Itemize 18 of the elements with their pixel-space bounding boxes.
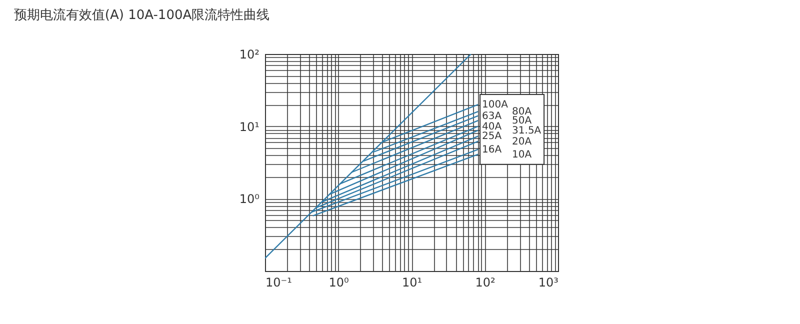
y-tick-label: 10⁰ — [239, 192, 260, 206]
text: 20A — [512, 136, 532, 148]
y-tick-label: 10² — [239, 48, 260, 62]
text: 预期电流有效值(A) 10A-100A限流特性曲线 — [14, 7, 270, 23]
y-tick-label: 10¹ — [239, 120, 260, 134]
x-tick-label: 10² — [475, 276, 496, 290]
series-label: 40A — [482, 121, 502, 132]
text: 50A — [512, 116, 532, 127]
series-label: 63A — [482, 110, 502, 122]
x-tick-label: 10³ — [538, 276, 559, 290]
series-label: 25A — [482, 131, 502, 142]
x-tick-label: 10⁰ — [328, 276, 349, 290]
series-label: 16A — [482, 144, 502, 156]
x-tick-label: 10⁻¹ — [266, 276, 292, 290]
x-tick-label: 10¹ — [402, 276, 422, 290]
series-label: 100A — [482, 100, 508, 111]
text: 10A — [512, 149, 532, 160]
text: 31.5A — [512, 125, 542, 136]
